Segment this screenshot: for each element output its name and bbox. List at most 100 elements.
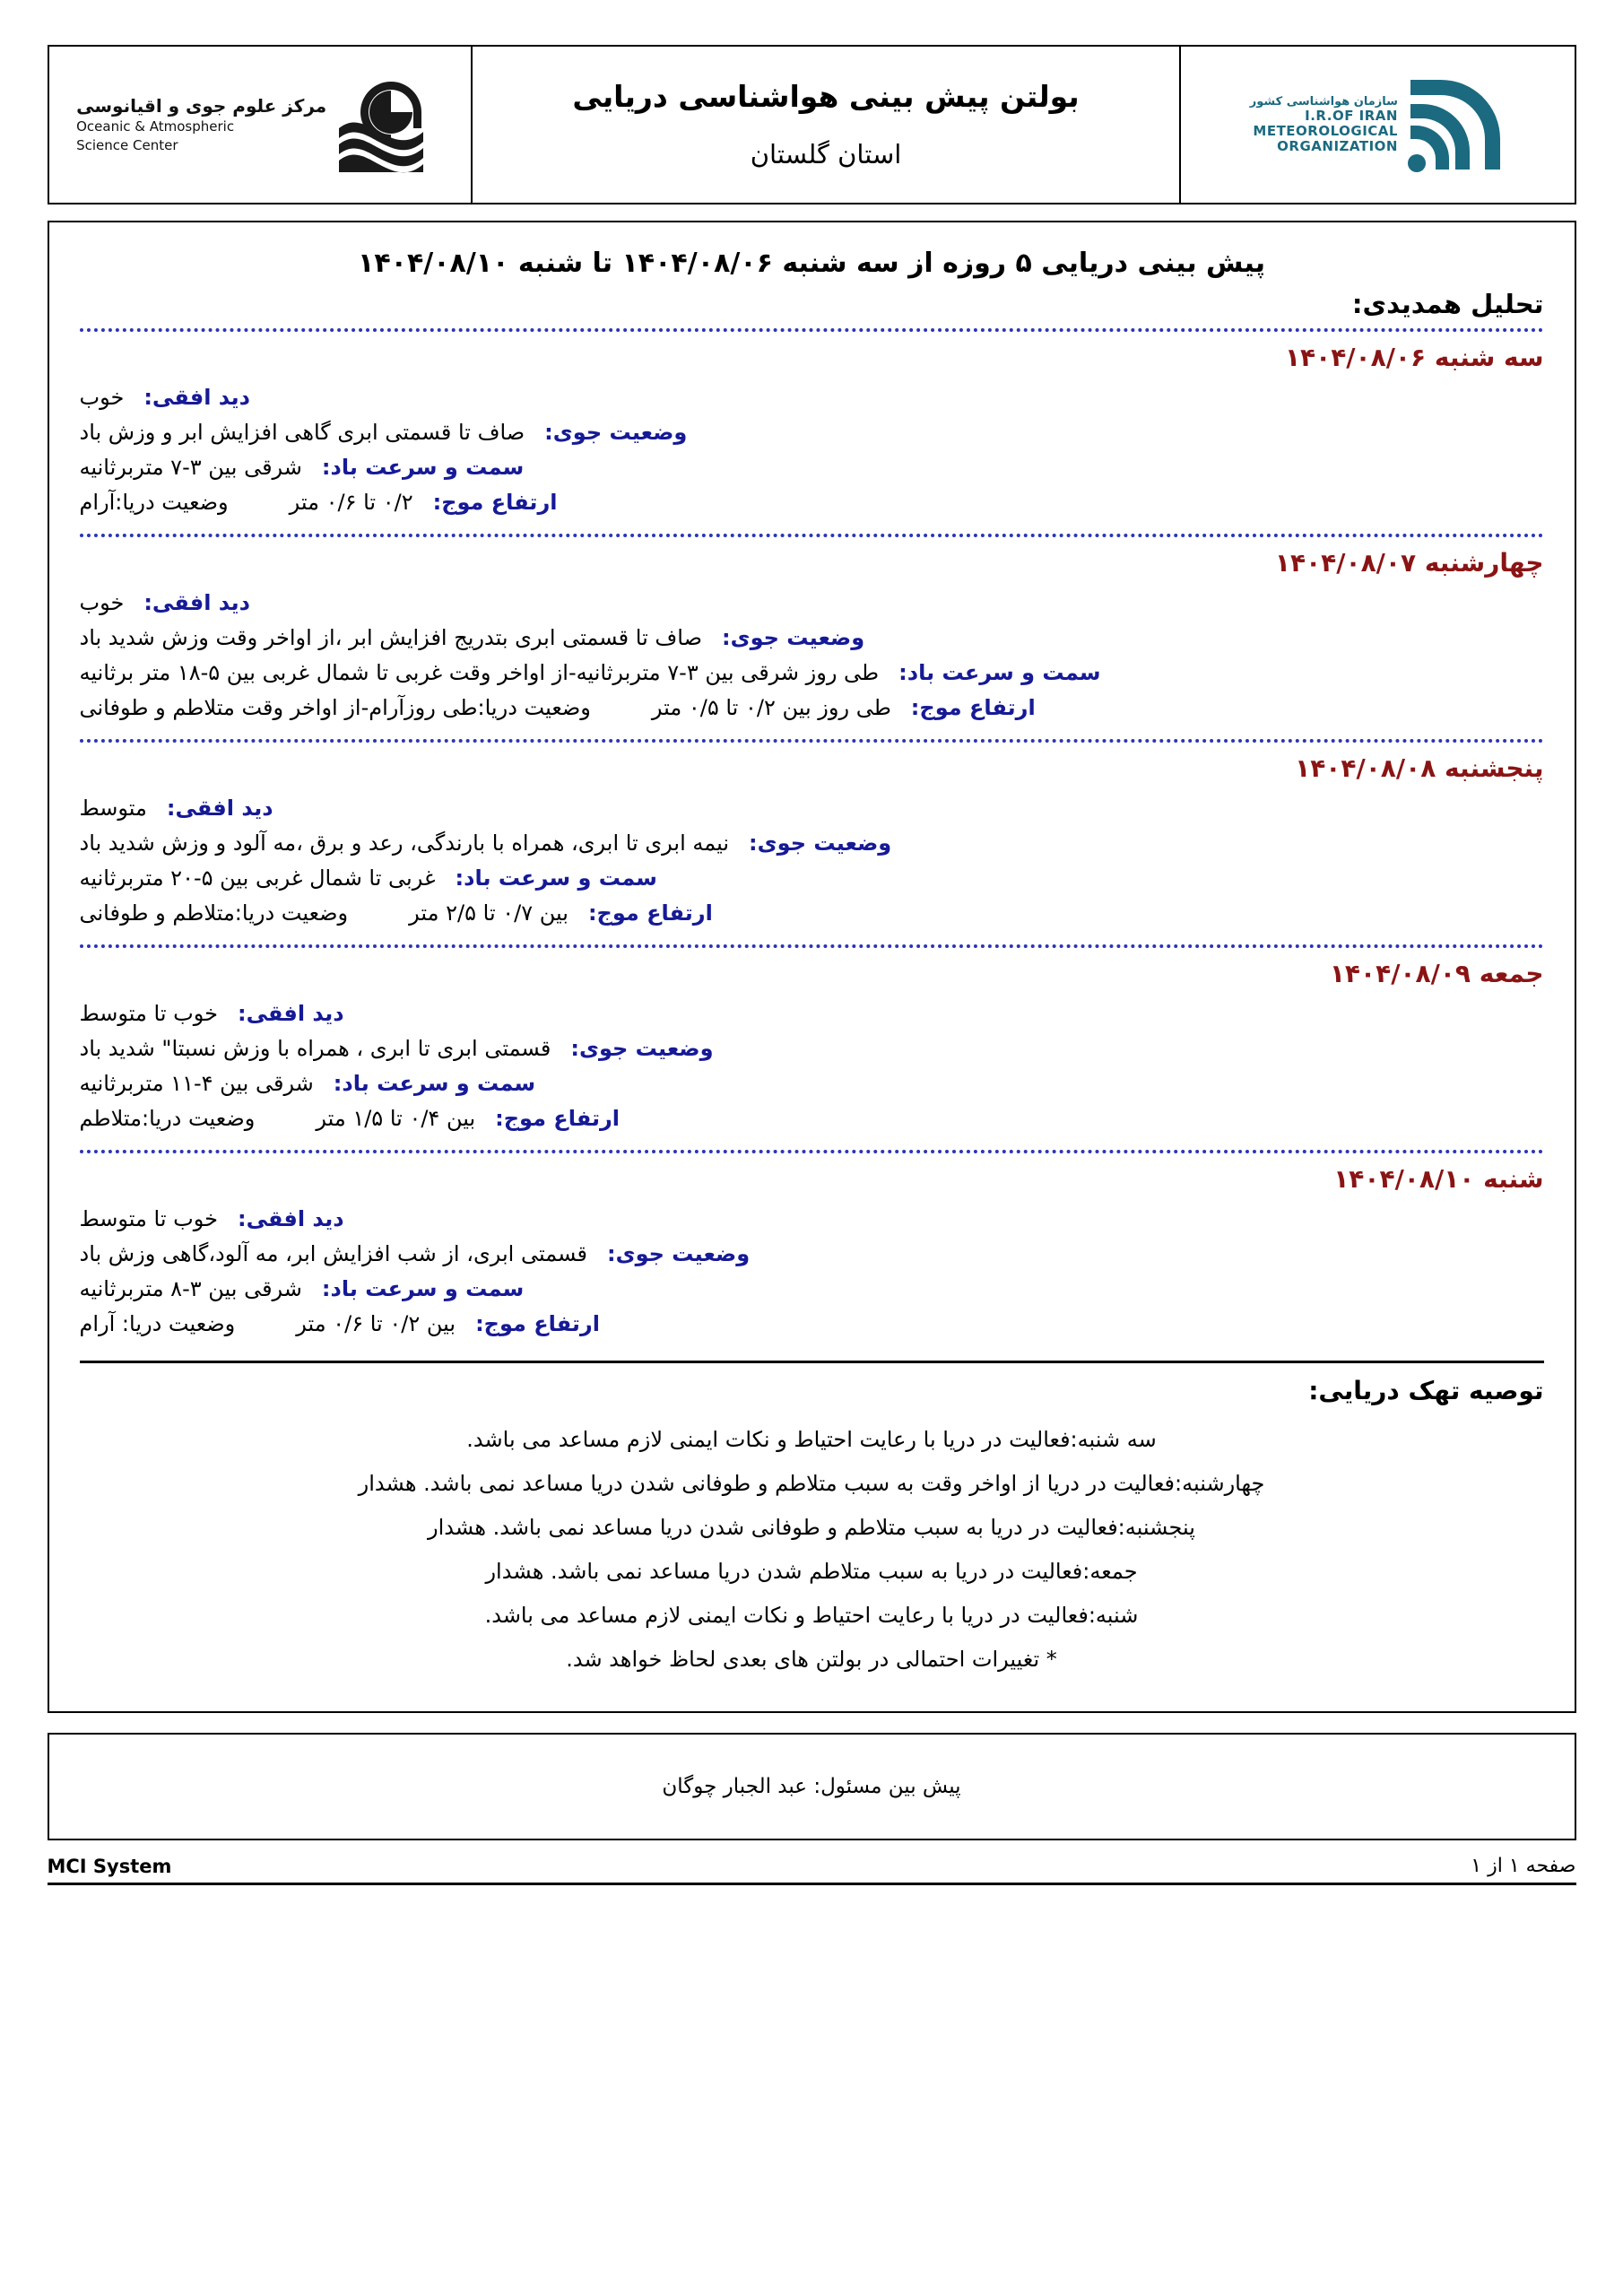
visibility-value: خوب تا متوسط [79, 1205, 218, 1231]
separator-dotted [79, 944, 1544, 948]
irimo-radar-icon [1405, 74, 1506, 175]
wind-value: غربی تا شمال غربی بین ۵-۲۰ متربرثانیه [79, 865, 436, 891]
wind-row: سمت و سرعت باد: شرقی بین ۴-۱۱ متربرثانیه [80, 1071, 536, 1096]
day-block: سه شنبه ۱۴۰۴/۰۸/۰۶ دید افقی: خوب وضعیت ج… [80, 343, 1544, 525]
wave-value: بین ۰/۴ تا ۱/۵ متر [316, 1105, 476, 1131]
oasc-name-fa: مرکز علوم جوی و اقیانوسی [76, 94, 327, 117]
irimo-name-en-1: I.R.OF IRAN [1305, 108, 1398, 125]
visibility-label: دید افقی: [237, 1205, 344, 1231]
visibility-value: خوب تا متوسط [79, 1000, 218, 1026]
wave-label: ارتفاع موج: [475, 1310, 600, 1336]
wave-row: ارتفاع موج: بین ۰/۷ تا ۲/۵ متر وضعیت دری… [80, 900, 713, 926]
separator-dotted [79, 1149, 1544, 1153]
separator-dotted [79, 327, 1544, 332]
visibility-label: دید افقی: [166, 795, 273, 821]
visibility-row: دید افقی: خوب تا متوسط [80, 1206, 344, 1231]
irimo-logo-cell: سازمان هواشناسی کشور I.R.OF IRAN METEORO… [1179, 45, 1576, 204]
day-block: شنبه ۱۴۰۴/۰۸/۱۰ دید افقی: خوب تا متوسط و… [80, 1164, 1544, 1346]
sky-label: وضعیت جوی: [749, 830, 892, 856]
sky-label: وضعیت جوی: [570, 1035, 714, 1061]
irimo-name-en-3: ORGANIZATION [1277, 137, 1398, 154]
irimo-logo: سازمان هواشناسی کشور I.R.OF IRAN METEORO… [1190, 74, 1565, 175]
wave-row: ارتفاع موج: ۰/۲ تا ۰/۶ متر وضعیت دریا:آر… [80, 490, 558, 515]
page-number: صفحه ۱ از ۱ [1471, 1854, 1576, 1877]
sea-state-value: وضعیت دریا:طی روزآرام-از اواخر وقت متلاط… [79, 694, 591, 720]
header-title-cell: بولتن پیش بینی هواشناسی دریایی استان گلس… [470, 45, 1182, 204]
visibility-label: دید افقی: [237, 1000, 344, 1026]
sky-row: وضعیت جوی: قسمتی ابری تا ابری ، همراه با… [80, 1036, 714, 1061]
wind-value: شرقی بین ۴-۱۱ متربرثانیه [79, 1070, 314, 1096]
sea-state-value: وضعیت دریا:آرام [79, 489, 229, 515]
advice-line: چهارشنبه:فعالیت در دریا از اواخر وقت به … [358, 1470, 1265, 1496]
sea-state-value: وضعیت دریا:متلاطم و طوفانی [79, 900, 349, 926]
marine-advice-section: توصیه تهک دریایی: سه شنبه:فعالیت در دریا… [80, 1376, 1544, 1677]
wind-value: شرقی بین ۳-۷ متربرثانیه [79, 454, 302, 480]
advice-line: شنبه:فعالیت در دریا با رعایت احتیاط و نک… [484, 1603, 1139, 1629]
advice-line: سه شنبه:فعالیت در دریا با رعایت احتیاط و… [466, 1426, 1157, 1452]
wave-row: ارتفاع موج: بین ۰/۴ تا ۱/۵ متر وضعیت دری… [80, 1106, 621, 1131]
page-footer: صفحه ۱ از ۱ MCI System [47, 1854, 1576, 1885]
day-heading: سه شنبه ۱۴۰۴/۰۸/۰۶ [1284, 342, 1544, 372]
system-name: MCI System [47, 1855, 172, 1877]
sky-row: وضعیت جوی: نیمه ابری تا ابری، همراه با ب… [80, 831, 892, 856]
wind-row: سمت و سرعت باد: شرقی بین ۳-۷ متربرثانیه [80, 455, 525, 480]
day-heading: جمعه ۱۴۰۴/۰۸/۰۹ [1329, 958, 1544, 988]
wave-value: طی روز بین ۰/۲ تا ۰/۵ متر [651, 694, 891, 720]
wind-value: شرقی بین ۳-۸ متربرثانیه [79, 1275, 302, 1301]
advice-line: پنجشنبه:فعالیت در دریا به سبب متلاطم و ط… [428, 1514, 1195, 1540]
sky-row: وضعیت جوی: قسمتی ابری، از شب افزایش ابر،… [80, 1241, 751, 1266]
wave-value: بین ۰/۷ تا ۲/۵ متر [409, 900, 568, 926]
sea-state-value: وضعیت دریا: آرام [79, 1310, 236, 1336]
wave-label: ارتفاع موج: [587, 900, 713, 926]
sky-row: وضعیت جوی: صاف تا قسمتی ابری گاهی افزایش… [80, 420, 688, 445]
sky-value: نیمه ابری تا ابری، همراه با بارندگی، رعد… [79, 830, 730, 856]
wind-row: سمت و سرعت باد: غربی تا شمال غربی بین ۵-… [80, 865, 657, 891]
oasc-wave-pinwheel-icon [335, 76, 443, 173]
visibility-row: دید افقی: خوب تا متوسط [80, 1001, 344, 1026]
wave-row: ارتفاع موج: طی روز بین ۰/۲ تا ۰/۵ متر وض… [80, 695, 1036, 720]
day-block: چهارشنبه ۱۴۰۴/۰۸/۰۷ دید افقی: خوب وضعیت … [80, 548, 1544, 730]
oasc-name-en-1: Oceanic & Atmospheric [76, 118, 235, 135]
sea-state-value: وضعیت دریا:متلاطم [79, 1105, 256, 1131]
visibility-value: خوب [79, 589, 125, 615]
wave-value: ۰/۲ تا ۰/۶ متر [289, 489, 413, 515]
forecast-period-title: پیش بینی دریایی ۵ روزه از سه شنبه ۱۴۰۴/۰… [358, 248, 1265, 279]
oasc-name-en-2: Science Center [76, 136, 178, 153]
advice-note: * تغییرات احتمالی در بولتن های بعدی لحاظ… [566, 1647, 1057, 1673]
day-heading: پنجشنبه ۱۴۰۴/۰۸/۰۸ [1295, 752, 1544, 783]
forecaster-name: پیش بین مسئول: عبد الجبار چوگان [662, 1774, 961, 1798]
wind-label: سمت و سرعت باد: [333, 1070, 536, 1096]
bulletin-body: پیش بینی دریایی ۵ روزه از سه شنبه ۱۴۰۴/۰… [47, 221, 1576, 1713]
advice-title: توصیه تهک دریایی: [1308, 1375, 1544, 1405]
sky-label: وضعیت جوی: [606, 1240, 751, 1266]
day-block: پنجشنبه ۱۴۰۴/۰۸/۰۸ دید افقی: متوسط وضعیت… [80, 753, 1544, 935]
separator-dotted [79, 738, 1544, 743]
oasc-logo: مرکز علوم جوی و اقیانوسی Oceanic & Atmos… [58, 76, 462, 173]
visibility-row: دید افقی: متوسط [80, 796, 273, 821]
visibility-value: خوب [79, 384, 125, 410]
wave-label: ارتفاع موج: [495, 1105, 621, 1131]
wave-value: بین ۰/۲ تا ۰/۶ متر [296, 1310, 456, 1336]
document-header: سازمان هواشناسی کشور I.R.OF IRAN METEORO… [47, 45, 1576, 204]
visibility-label: دید افقی: [143, 384, 250, 410]
visibility-value: متوسط [79, 795, 147, 821]
sky-label: وضعیت جوی: [721, 624, 865, 650]
sky-value: صاف تا قسمتی ابری بتدریج افزایش ابر ،از … [79, 624, 702, 650]
wave-row: ارتفاع موج: بین ۰/۲ تا ۰/۶ متر وضعیت دری… [80, 1311, 600, 1336]
wind-row: سمت و سرعت باد: شرقی بین ۳-۸ متربرثانیه [80, 1276, 525, 1301]
wind-label: سمت و سرعت باد: [898, 659, 1101, 685]
wave-label: ارتفاع موج: [910, 694, 1036, 720]
sky-value: قسمتی ابری، از شب افزایش ابر، مه آلود،گا… [79, 1240, 587, 1266]
sky-value: قسمتی ابری تا ابری ، همراه با وزش نسبتا"… [79, 1035, 551, 1061]
synoptic-analysis-label: تحلیل همدیدی: [1351, 288, 1544, 319]
separator-solid [79, 1360, 1544, 1363]
document-title: بولتن پیش بینی هواشناسی دریایی [572, 78, 1080, 114]
oasc-logo-cell: مرکز علوم جوی و اقیانوسی Oceanic & Atmos… [47, 45, 473, 204]
visibility-row: دید افقی: خوب [80, 590, 250, 615]
irimo-name-en-2: METEOROLOGICAL [1253, 122, 1398, 139]
advice-line: جمعه:فعالیت در دریا به سبب متلاطم شدن در… [485, 1559, 1138, 1585]
wind-label: سمت و سرعت باد: [455, 865, 657, 891]
wave-label: ارتفاع موج: [432, 489, 558, 515]
oasc-logo-text: مرکز علوم جوی و اقیانوسی Oceanic & Atmos… [76, 94, 327, 154]
